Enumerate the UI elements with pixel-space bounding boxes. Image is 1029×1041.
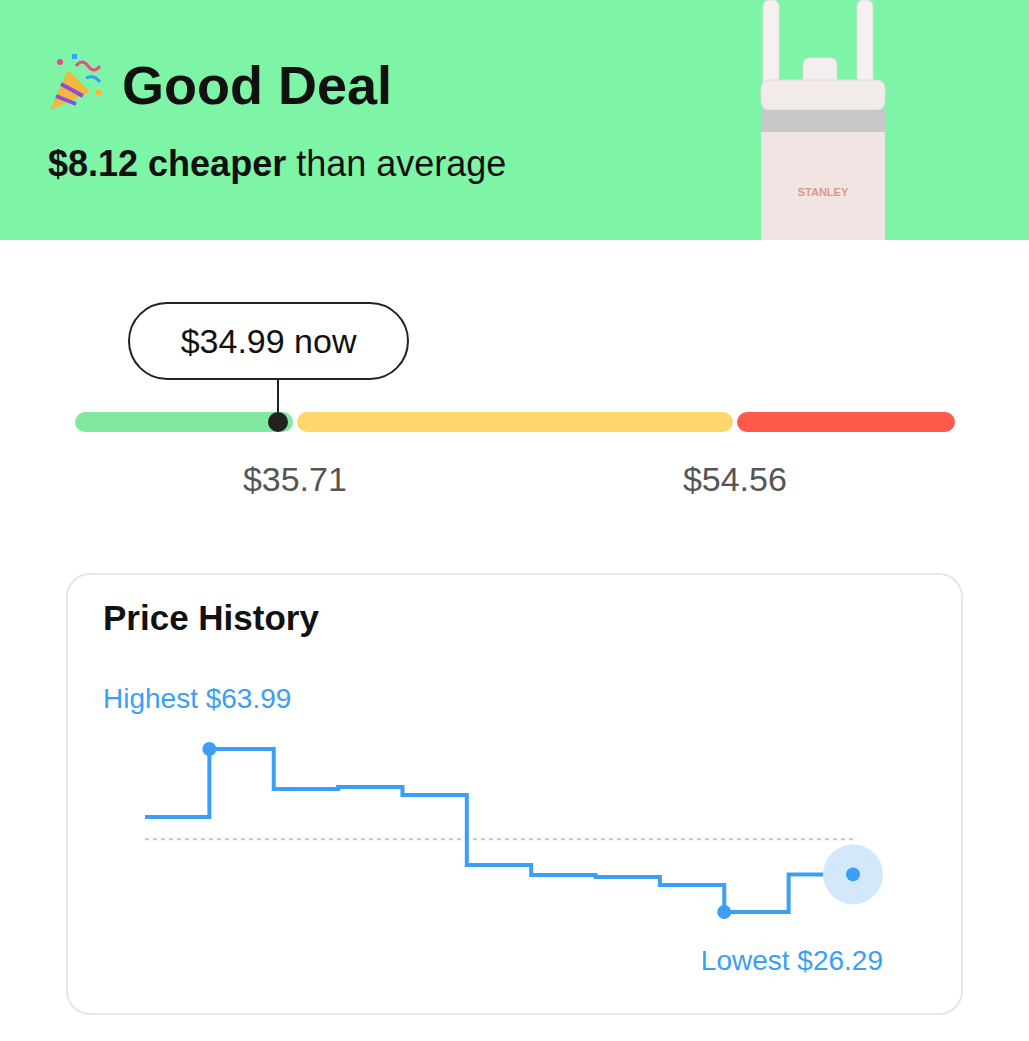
html-text:$8.12 cheaper than average: $8.12 cheaper than average	[48, 143, 507, 184]
html-text:$54.56: $54.56	[682, 460, 787, 498]
html-text:$34.99 now: $34.99 now	[180, 321, 357, 360]
html-text:$35.71: $35.71	[242, 460, 347, 498]
html-text:Good Deal: Good Deal	[122, 55, 392, 115]
svg-text:STANLEY: STANLEY	[798, 186, 849, 198]
html-text:Price History: Price History	[103, 598, 319, 637]
html-text:Highest $63.99: Highest $63.99	[103, 683, 292, 714]
html-text:Lowest $26.29: Lowest $26.29	[700, 945, 883, 976]
